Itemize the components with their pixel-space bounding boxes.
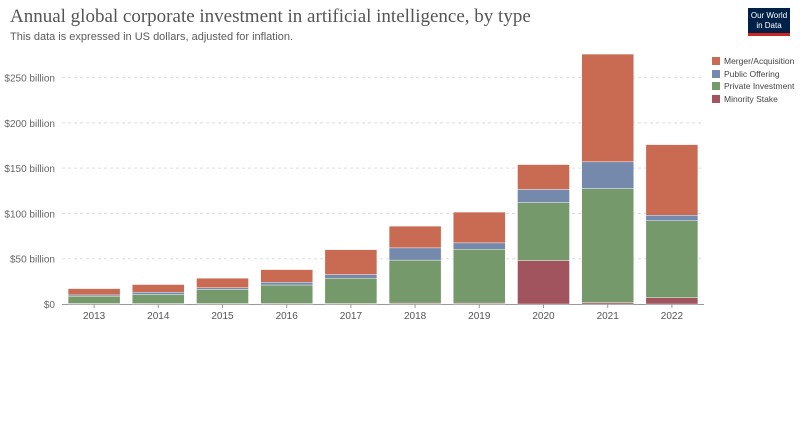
bar-segment bbox=[645, 215, 699, 221]
bar-segment bbox=[260, 282, 313, 286]
x-tick-label: 2013 bbox=[83, 311, 106, 322]
bar-segment bbox=[260, 269, 313, 283]
x-tick-label: 2015 bbox=[211, 311, 234, 322]
legend-swatch bbox=[712, 57, 720, 66]
chart-subtitle: This data is expressed in US dollars, ad… bbox=[10, 31, 294, 43]
legend-item[interactable]: Private Investment bbox=[712, 80, 794, 93]
legend-item[interactable]: Merger/Acquisition bbox=[712, 55, 794, 68]
y-tick-label: $50 billion bbox=[10, 255, 55, 266]
x-tick-label: 2019 bbox=[468, 311, 491, 322]
bar-segment bbox=[260, 284, 313, 304]
legend: Merger/Acquisition Public Offering Private… bbox=[712, 55, 794, 105]
x-tick-label: 2014 bbox=[147, 311, 170, 322]
bar-segment bbox=[388, 259, 442, 304]
bar-segment bbox=[453, 211, 506, 244]
logo-line-2: in Data bbox=[756, 21, 782, 30]
bar-segment bbox=[453, 242, 506, 250]
legend-label: Minority Stake bbox=[724, 93, 778, 104]
bar-segment bbox=[132, 294, 185, 304]
legend-item[interactable]: Minority Stake bbox=[712, 93, 794, 106]
bar-segment bbox=[196, 277, 249, 288]
bar-segment bbox=[517, 202, 570, 261]
y-tick-label: $200 billion bbox=[4, 119, 55, 130]
bar-segment bbox=[581, 161, 634, 189]
bar-segment bbox=[196, 289, 249, 304]
bar-segment bbox=[67, 294, 121, 297]
bar-segment bbox=[196, 287, 249, 290]
x-tick-label: 2018 bbox=[404, 311, 427, 322]
bar-segment bbox=[324, 249, 378, 275]
bar-segment bbox=[324, 277, 378, 304]
bar-segment bbox=[517, 164, 570, 190]
x-tick-label: 2017 bbox=[340, 311, 363, 322]
legend-item[interactable]: Public Offering bbox=[712, 68, 794, 81]
legend-swatch bbox=[712, 82, 720, 91]
x-tick-label: 2020 bbox=[532, 311, 555, 322]
chart-title: Annual global corporate investment in ar… bbox=[10, 6, 531, 27]
bar-segment bbox=[645, 144, 699, 216]
bar-segment bbox=[645, 297, 699, 305]
bar-segment bbox=[67, 288, 121, 296]
x-tick-label: 2016 bbox=[276, 311, 299, 322]
legend-swatch bbox=[712, 94, 720, 103]
legend-label: Merger/Acquisition bbox=[724, 56, 795, 67]
bar-segment bbox=[517, 260, 570, 305]
y-tick-label: $100 billion bbox=[4, 209, 55, 220]
bar-segment bbox=[581, 53, 634, 163]
x-tick-label: 2021 bbox=[597, 311, 620, 322]
bar-segment bbox=[581, 188, 634, 303]
y-tick-label: $250 billion bbox=[4, 74, 55, 85]
bar-segment bbox=[324, 274, 378, 279]
legend-swatch bbox=[712, 69, 720, 78]
bar-segment bbox=[67, 296, 121, 304]
bar-segment bbox=[453, 249, 506, 304]
bar-segment bbox=[581, 302, 634, 305]
legend-label: Public Offering bbox=[724, 68, 780, 79]
owid-logo[interactable]: Our World in Data bbox=[748, 8, 790, 36]
legend-label: Private Investment bbox=[724, 81, 795, 92]
logo-line-1: Our World bbox=[750, 11, 788, 20]
bar-segment bbox=[132, 292, 185, 295]
y-tick-label: $150 billion bbox=[4, 164, 55, 175]
bar-segment bbox=[388, 225, 442, 249]
y-tick-label: $0 bbox=[44, 300, 56, 311]
x-tick-label: 2022 bbox=[661, 311, 684, 322]
bar-segment bbox=[517, 189, 570, 203]
bar-segment bbox=[132, 284, 185, 293]
bar-segment bbox=[388, 247, 442, 261]
bar-segment bbox=[645, 220, 699, 298]
